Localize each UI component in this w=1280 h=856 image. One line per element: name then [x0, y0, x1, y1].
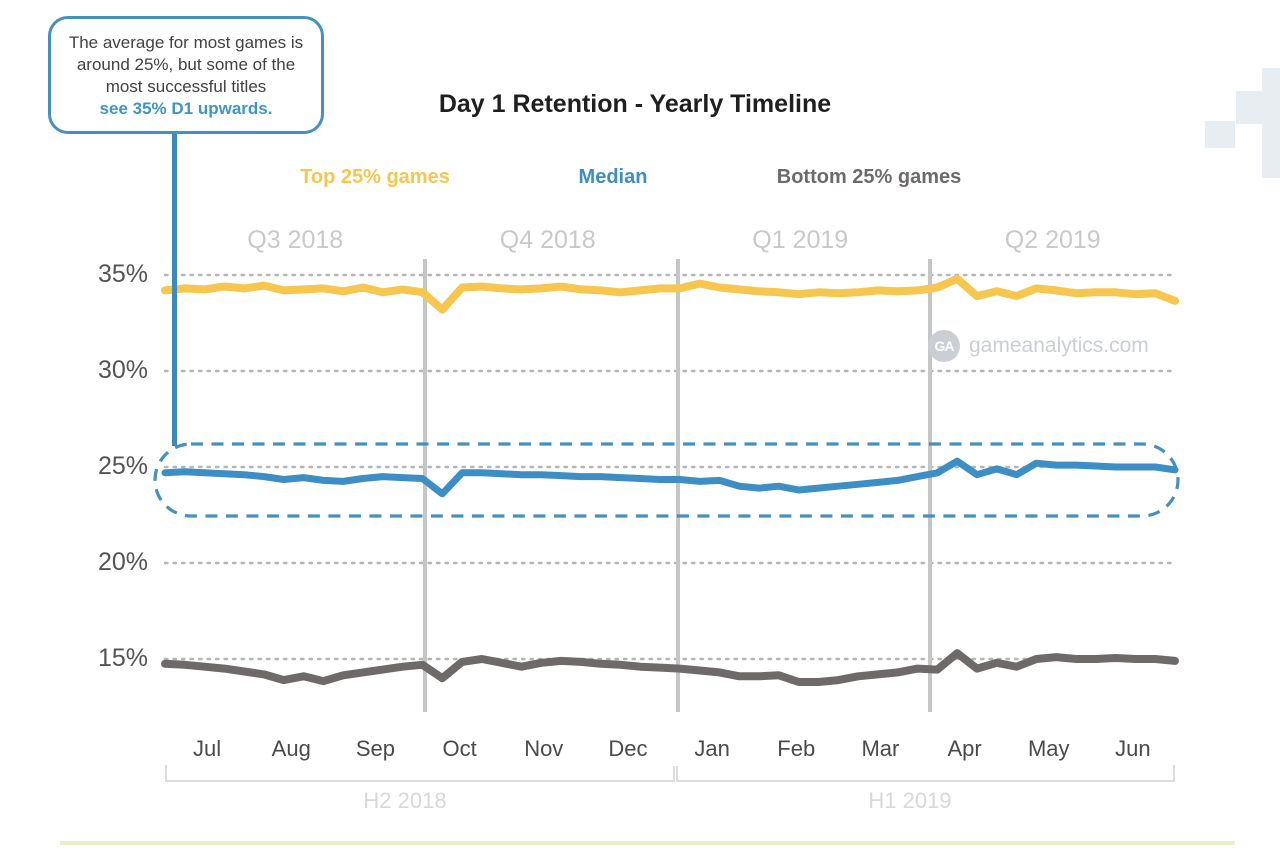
ytick-label-20: 20%: [97, 548, 148, 576]
quarter-label-4: Q2 2019: [1004, 226, 1101, 254]
month-label-sep: Sep: [355, 736, 395, 761]
ytick-label-25: 25%: [97, 452, 148, 480]
bottom-divider-rule: [60, 841, 1235, 845]
corner-pixel-decoration: [1205, 121, 1235, 148]
watermark-text: gameanalytics.com: [969, 334, 1149, 357]
month-label-may: May: [1027, 736, 1070, 761]
ytick-label-15: 15%: [97, 644, 148, 672]
ytick-label-30: 30%: [97, 356, 148, 384]
quarter-label-1: Q3 2018: [247, 226, 344, 254]
legend-item-top-25-games: Top 25% games: [300, 166, 450, 188]
month-label-jul: Jul: [193, 736, 222, 761]
callout-pointer-line: [172, 134, 177, 446]
month-label-apr: Apr: [947, 736, 982, 761]
month-label-aug: Aug: [271, 736, 311, 761]
legend-item-median: Median: [578, 166, 648, 188]
callout-text: The average for most games is around 25%…: [68, 33, 304, 96]
month-label-jun: Jun: [1115, 736, 1151, 761]
gameanalytics-logo-icon: GA: [928, 330, 960, 362]
month-label-nov: Nov: [524, 736, 564, 761]
ytick-label-35: 35%: [97, 260, 148, 288]
month-label-jan: Jan: [694, 736, 730, 761]
month-label-mar: Mar: [861, 736, 900, 761]
corner-pixel-decoration: [1236, 91, 1262, 124]
month-label-dec: Dec: [608, 736, 648, 761]
half-label-1: H2 2018: [363, 788, 447, 813]
chart-title: Day 1 Retention - Yearly Timeline: [438, 90, 832, 118]
quarter-label-3: Q1 2019: [752, 226, 849, 254]
callout-highlight-text: see 35% D1 upwards.: [99, 99, 273, 118]
watermark: GA gameanalytics.com: [928, 330, 1149, 362]
quarter-label-2: Q4 2018: [499, 226, 596, 254]
month-label-feb: Feb: [777, 736, 816, 761]
legend-item-bottom-25-games: Bottom 25% games: [776, 166, 962, 188]
half-label-2: H1 2019: [868, 788, 952, 813]
corner-pixel-decoration: [1262, 68, 1280, 178]
month-label-oct: Oct: [442, 736, 477, 761]
callout-bubble: The average for most games is around 25%…: [48, 16, 324, 134]
